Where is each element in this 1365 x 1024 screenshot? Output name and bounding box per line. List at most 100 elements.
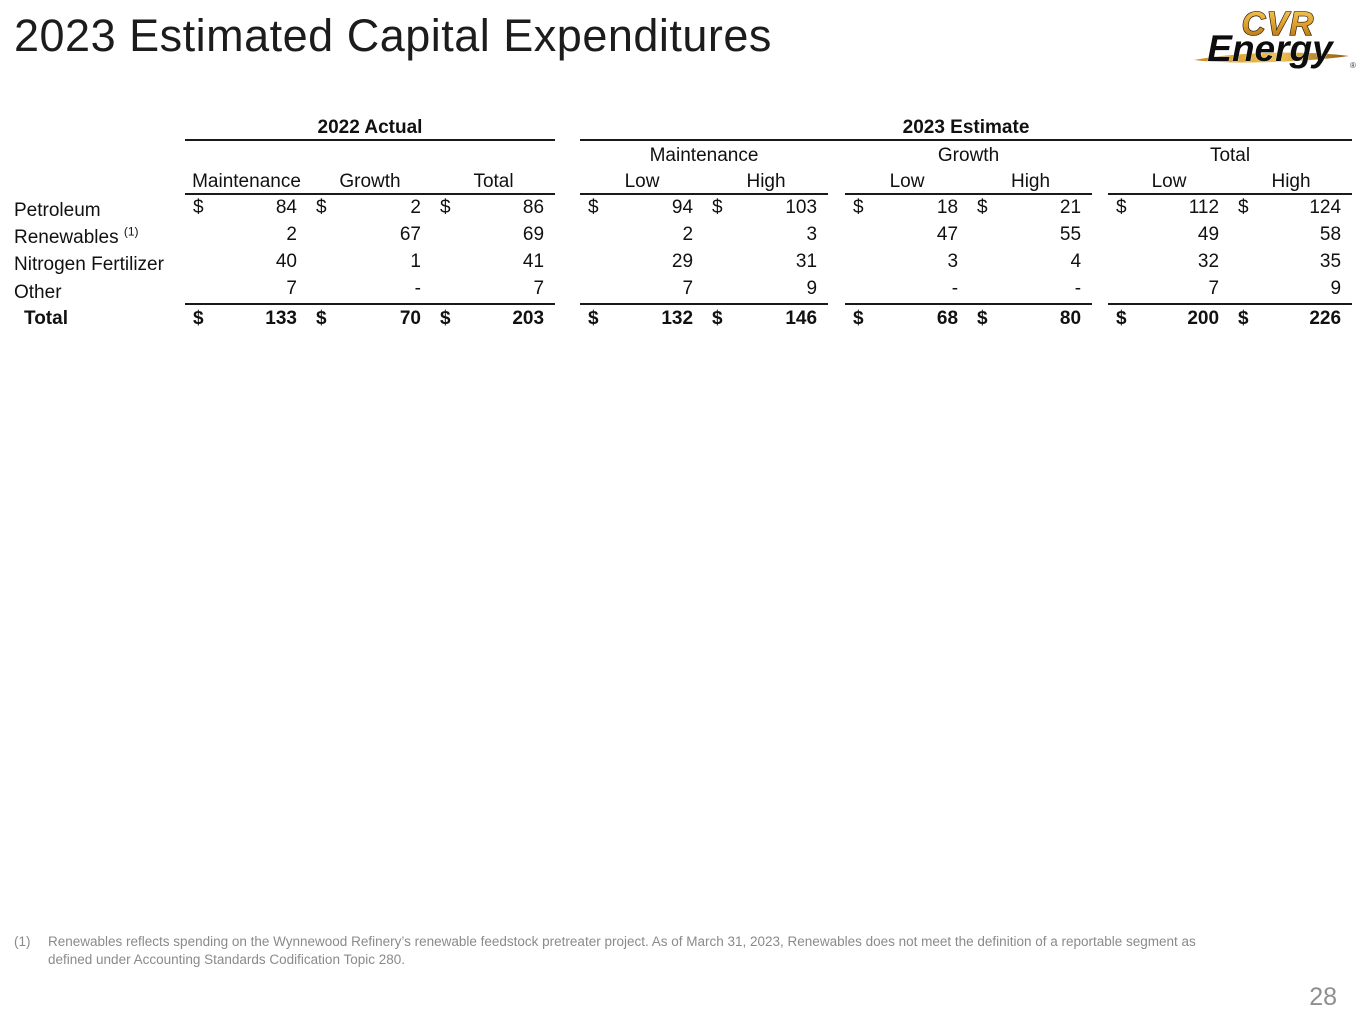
col-head-growth-low: Low: [845, 167, 970, 195]
group-header-2022: 2022 Actual: [185, 112, 556, 141]
row-label: Other: [14, 276, 185, 304]
logo-swoosh: [1194, 52, 1349, 63]
row-label-text: Nitrogen Fertilizer: [14, 254, 164, 275]
cell-2022-growth: 67: [308, 222, 432, 249]
cell-value: 69: [522, 224, 545, 245]
cvr-energy-logo-graphic: CVR Energy ®: [1194, 4, 1356, 70]
row-label: Petroleum: [14, 194, 185, 222]
cell-2022-maintenance: 7: [185, 276, 308, 302]
currency-sign: $: [712, 308, 723, 329]
logo-registered-mark: ®: [1350, 61, 1356, 70]
cell-value: 4: [1070, 251, 1082, 272]
cell-value: 1: [410, 251, 421, 272]
currency-sign: $: [1116, 197, 1127, 218]
group-header-2023: 2023 Estimate: [580, 112, 1353, 141]
cell-value: 49: [1197, 224, 1220, 245]
row-label-text: Total: [24, 308, 68, 329]
cell-growth-low: -: [845, 276, 969, 302]
cell-value: 18: [936, 197, 959, 218]
cell-2022-growth: 1: [308, 249, 432, 276]
cell-maint-high: 9: [704, 276, 828, 302]
currency-sign: $: [977, 197, 988, 218]
cell-total-low: $200: [1108, 306, 1230, 333]
cell-growth-high: $80: [969, 306, 1092, 333]
cell-2022-total: 7: [432, 276, 555, 302]
currency-sign: $: [853, 308, 864, 329]
cell-value: 7: [682, 278, 694, 299]
cell-growth-high: 4: [969, 249, 1092, 276]
footnote: (1) Renewables reflects spending on the …: [14, 933, 1254, 969]
table-row-petroleum: Petroleum $84 $2 $86 $94 $103 $18 $21 $1…: [14, 194, 1352, 222]
cell-value: 47: [936, 224, 959, 245]
cell-value: 86: [522, 197, 545, 218]
subgroup-growth: Growth: [937, 145, 1000, 166]
capex-table: 2022 Actual 2023 Estimate Maintenance Gr…: [14, 112, 1353, 334]
cell-2022-growth: $70: [308, 306, 432, 333]
cell-2022-total: $203: [432, 306, 555, 333]
cell-maint-low: $132: [580, 306, 704, 333]
cell-2022-maintenance: $133: [185, 306, 308, 333]
cell-value: 58: [1319, 224, 1342, 245]
cell-total-low: $112: [1108, 195, 1230, 222]
cell-value: 94: [671, 197, 694, 218]
cell-value: 80: [1059, 308, 1082, 329]
col-head-total-low: Low: [1108, 167, 1231, 195]
currency-sign: $: [588, 197, 599, 218]
cell-value: 84: [275, 197, 297, 218]
cell-value: -: [951, 278, 959, 299]
currency-sign: $: [588, 308, 599, 329]
table-row-renewables: Renewables (1) 2 67 69 2 3 47 55 49 58: [14, 222, 1352, 249]
cell-growth-high: 55: [969, 222, 1092, 249]
cell-growth-low: $68: [845, 306, 969, 333]
currency-sign: $: [193, 308, 204, 329]
row-label-text: Other: [14, 282, 62, 303]
currency-sign: $: [1238, 197, 1249, 218]
table-column-heads-row: Maintenance Growth Total Low High Low Hi…: [14, 167, 1353, 195]
cell-maint-low: $94: [580, 195, 704, 222]
cell-value: 40: [275, 251, 297, 272]
cell-value: 9: [1330, 278, 1342, 299]
cell-value: 124: [1309, 197, 1342, 218]
row-label-text: Renewables: [14, 227, 119, 248]
col-head-total-high: High: [1230, 167, 1353, 195]
row-label: Nitrogen Fertilizer: [14, 249, 185, 276]
cell-value: 112: [1188, 197, 1220, 218]
cell-value: 7: [286, 278, 297, 299]
cell-value: 7: [1208, 278, 1220, 299]
cell-growth-high: -: [969, 276, 1092, 302]
cell-value: 31: [795, 251, 818, 272]
cell-value: 2: [286, 224, 297, 245]
footnote-text: Renewables reflects spending on the Wynn…: [48, 934, 1196, 968]
cell-total-high: 9: [1230, 276, 1352, 302]
cell-growth-low: 47: [845, 222, 969, 249]
cell-2022-growth: $2: [308, 195, 432, 222]
currency-sign: $: [316, 197, 327, 218]
cell-growth-low: $18: [845, 195, 969, 222]
cell-value: 70: [399, 308, 421, 329]
subgroup-total: Total: [1209, 145, 1251, 166]
cvr-energy-logo: CVR Energy ®: [1186, 4, 1356, 72]
cell-value: 203: [512, 308, 545, 329]
cell-2022-total: 41: [432, 249, 555, 276]
col-head-growth-high: High: [969, 167, 1093, 195]
footnote-reference: (1): [123, 224, 139, 239]
cell-value: 3: [947, 251, 959, 272]
cell-maint-high: $146: [704, 306, 828, 333]
cell-value: 9: [806, 278, 818, 299]
currency-sign: $: [1116, 308, 1127, 329]
cell-value: 2: [410, 197, 421, 218]
cell-maint-low: 2: [580, 222, 704, 249]
cell-value: -: [1074, 278, 1082, 299]
cell-value: 29: [671, 251, 694, 272]
page-number: 28: [1309, 983, 1337, 1011]
cell-2022-total: $86: [432, 195, 555, 222]
cell-growth-low: 3: [845, 249, 969, 276]
table-row-other: Other 7 - 7 7 9 - - 7 9: [14, 276, 1353, 305]
col-head-maint-high: High: [704, 167, 829, 195]
cell-value: 35: [1319, 251, 1342, 272]
currency-sign: $: [1238, 308, 1249, 329]
cell-value: -: [414, 278, 421, 299]
table-row-nitrogen-fertilizer: Nitrogen Fertilizer 40 1 41 29 31 3 4 32…: [14, 249, 1352, 276]
table-subgroup-row: Maintenance Growth Total: [14, 140, 1352, 167]
cell-value: 226: [1309, 308, 1342, 329]
